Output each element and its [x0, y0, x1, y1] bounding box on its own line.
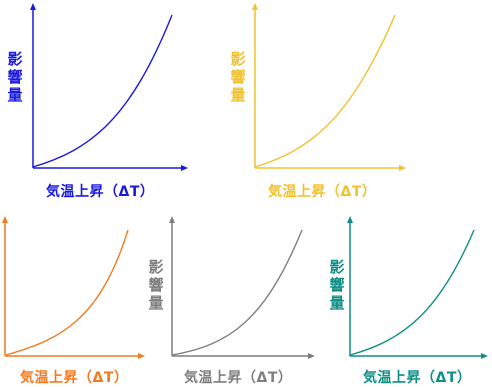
x-axis-label: 気温上昇（ΔT）: [20, 370, 129, 386]
y-axis-arrow: [347, 216, 353, 223]
y-axis-arrow: [252, 3, 258, 10]
x-axis-label: 気温上昇（ΔT）: [46, 184, 155, 200]
y-axis-label: 影響量: [329, 258, 345, 312]
y-axis-label: 影響量: [148, 258, 164, 312]
impact-curve: [349, 229, 475, 356]
y-axis-arrow: [30, 3, 36, 10]
x-axis-arrow: [181, 165, 188, 171]
impact-curve: [171, 229, 303, 356]
impact-curve: [32, 14, 173, 168]
impact-curve: [254, 14, 396, 168]
x-axis-label: 気温上昇（ΔT）: [363, 370, 472, 386]
x-axis-arrow: [481, 353, 488, 359]
x-axis-arrow: [399, 165, 406, 171]
impact-curve: [5, 229, 129, 356]
y-axis-label: 影響量: [230, 50, 246, 104]
y-axis-arrow: [2, 216, 8, 223]
y-axis-arrow: [169, 216, 175, 223]
y-axis-label: 影響量: [7, 50, 23, 104]
x-axis-label: 気温上昇（ΔT）: [184, 370, 293, 386]
x-axis-arrow: [138, 353, 145, 359]
x-axis-label: 気温上昇（ΔT）: [268, 184, 377, 200]
x-axis-arrow: [308, 353, 315, 359]
